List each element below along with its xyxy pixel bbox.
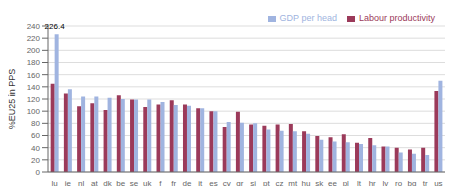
svg-text:60: 60 <box>31 131 40 140</box>
svg-text:fr: fr <box>171 179 176 186</box>
svg-text:100: 100 <box>27 107 41 116</box>
svg-text:mt: mt <box>288 179 298 186</box>
svg-text:f: f <box>159 179 162 186</box>
svg-text:gr: gr <box>236 179 243 186</box>
svg-text:lv: lv <box>383 179 389 186</box>
svg-text:180: 180 <box>27 58 41 67</box>
svg-text:20: 20 <box>31 156 40 165</box>
svg-text:ro: ro <box>395 179 403 186</box>
svg-text:dk: dk <box>103 179 112 186</box>
html-text:GDP per head: GDP per head <box>279 13 337 23</box>
svg-text:ee: ee <box>328 179 337 186</box>
svg-text:be: be <box>116 179 125 186</box>
svg-text:80: 80 <box>31 119 40 128</box>
svg-text:uk: uk <box>143 179 152 186</box>
svg-text:lt: lt <box>357 179 362 186</box>
svg-text:cz: cz <box>276 179 284 186</box>
svg-text:us: us <box>434 179 442 186</box>
svg-text:es: es <box>209 179 217 186</box>
svg-text:220: 220 <box>27 34 41 43</box>
svg-text:240: 240 <box>27 22 41 31</box>
svg-text:se: se <box>130 179 139 186</box>
svg-text:at: at <box>91 179 98 186</box>
svg-text:hu: hu <box>302 179 311 186</box>
svg-text:cy: cy <box>223 179 231 186</box>
svg-text:120: 120 <box>27 95 41 104</box>
svg-text:160: 160 <box>27 71 41 80</box>
svg-text:ie: ie <box>65 179 72 186</box>
html-text:Labour productivity: Labour productivity <box>359 13 435 23</box>
svg-text:40: 40 <box>31 144 40 153</box>
svg-text:bg: bg <box>407 179 416 186</box>
svg-text:de: de <box>182 179 191 186</box>
svg-text:226.4: 226.4 <box>45 22 66 31</box>
svg-text:nl: nl <box>78 179 84 186</box>
svg-text:hr: hr <box>369 179 376 186</box>
svg-text:0: 0 <box>36 168 41 177</box>
svg-text:%EU25 in PPS: %EU25 in PPS <box>8 69 17 130</box>
svg-text:pl: pl <box>343 179 349 186</box>
svg-text:si: si <box>250 179 256 186</box>
svg-text:140: 140 <box>27 83 41 92</box>
svg-text:tr: tr <box>423 179 428 186</box>
svg-text:200: 200 <box>27 46 41 55</box>
svg-text:sk: sk <box>315 179 324 186</box>
svg-text:lu: lu <box>51 179 57 186</box>
svg-text:it: it <box>198 179 203 186</box>
svg-text:pt: pt <box>263 179 270 186</box>
